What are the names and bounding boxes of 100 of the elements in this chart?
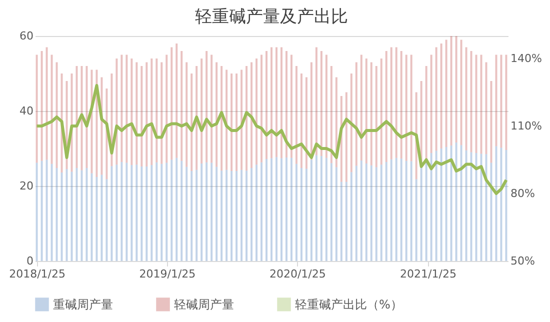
bar bbox=[146, 166, 148, 261]
bar bbox=[190, 74, 193, 171]
bar bbox=[475, 153, 478, 261]
bar bbox=[330, 66, 332, 164]
bar bbox=[170, 160, 173, 261]
bar bbox=[270, 158, 272, 261]
bar bbox=[150, 165, 153, 261]
bar bbox=[40, 160, 43, 261]
bar bbox=[166, 162, 168, 261]
bar bbox=[246, 170, 248, 261]
bar bbox=[295, 164, 298, 261]
bar bbox=[495, 146, 498, 261]
bar bbox=[200, 58, 203, 164]
bar bbox=[410, 54, 412, 162]
bar bbox=[375, 167, 378, 261]
bar bbox=[150, 58, 153, 165]
bar bbox=[160, 62, 163, 164]
bar bbox=[36, 162, 38, 261]
bar bbox=[146, 62, 148, 166]
bar bbox=[36, 54, 38, 163]
bar bbox=[495, 54, 498, 146]
bar bbox=[266, 159, 268, 261]
bar bbox=[485, 62, 488, 154]
bar bbox=[76, 66, 78, 168]
bar bbox=[385, 162, 388, 261]
bar bbox=[490, 162, 492, 261]
bar bbox=[206, 162, 208, 261]
bar bbox=[96, 177, 98, 261]
bar bbox=[160, 164, 163, 261]
bar bbox=[390, 47, 392, 160]
bar bbox=[400, 51, 402, 159]
bar bbox=[445, 147, 448, 261]
bar bbox=[130, 58, 133, 165]
bar bbox=[405, 160, 408, 261]
bar bbox=[395, 158, 398, 261]
bar bbox=[500, 54, 502, 148]
bar bbox=[236, 171, 238, 261]
bar bbox=[430, 153, 432, 261]
bar bbox=[390, 159, 392, 261]
bar bbox=[290, 158, 292, 261]
bar bbox=[290, 54, 292, 158]
bar bbox=[485, 154, 488, 261]
bar bbox=[176, 158, 178, 261]
bar bbox=[230, 171, 233, 261]
bar bbox=[60, 172, 63, 261]
bar bbox=[330, 163, 332, 261]
bar bbox=[380, 58, 382, 165]
bar bbox=[300, 168, 302, 261]
bar bbox=[116, 58, 118, 165]
bar bbox=[86, 66, 88, 168]
bar bbox=[285, 51, 288, 158]
bar bbox=[230, 74, 233, 171]
bar bbox=[470, 51, 472, 152]
bar bbox=[310, 62, 312, 160]
bar bbox=[90, 173, 93, 261]
bar bbox=[50, 164, 53, 261]
bar bbox=[365, 58, 368, 164]
bar bbox=[460, 145, 462, 261]
bar bbox=[475, 54, 478, 153]
bar bbox=[285, 158, 288, 261]
y-tick-label: 0 bbox=[26, 254, 34, 268]
bar bbox=[280, 47, 282, 158]
bar bbox=[435, 47, 438, 151]
bar bbox=[116, 164, 118, 261]
bar bbox=[170, 47, 173, 160]
bar bbox=[260, 162, 263, 261]
bar bbox=[66, 169, 68, 261]
bar bbox=[260, 54, 263, 162]
bar bbox=[450, 146, 452, 261]
bar bbox=[405, 54, 408, 161]
y-tick-label: 60 bbox=[20, 30, 34, 42]
bar bbox=[400, 158, 402, 261]
bar bbox=[335, 167, 338, 261]
line-series bbox=[35, 84, 508, 195]
bar bbox=[410, 161, 412, 261]
bar bbox=[310, 160, 312, 261]
bar bbox=[120, 54, 123, 162]
bar bbox=[435, 150, 438, 261]
bar bbox=[375, 66, 378, 168]
bar bbox=[106, 179, 108, 261]
bar bbox=[186, 166, 188, 261]
bar bbox=[216, 62, 218, 167]
bar bbox=[340, 182, 342, 261]
bar bbox=[196, 66, 198, 170]
bar bbox=[56, 168, 58, 261]
bar bbox=[236, 74, 238, 171]
y-tick-label: 40 bbox=[20, 104, 34, 118]
bar bbox=[210, 54, 213, 163]
bar bbox=[136, 62, 138, 165]
bar bbox=[445, 40, 448, 147]
bar bbox=[56, 62, 58, 168]
bar bbox=[130, 165, 133, 261]
bar bbox=[166, 54, 168, 163]
bar bbox=[365, 164, 368, 261]
bar bbox=[120, 162, 123, 261]
bar bbox=[266, 51, 268, 159]
bar bbox=[250, 62, 253, 168]
bar bbox=[126, 162, 128, 261]
bar bbox=[46, 160, 48, 261]
bar bbox=[345, 92, 348, 182]
